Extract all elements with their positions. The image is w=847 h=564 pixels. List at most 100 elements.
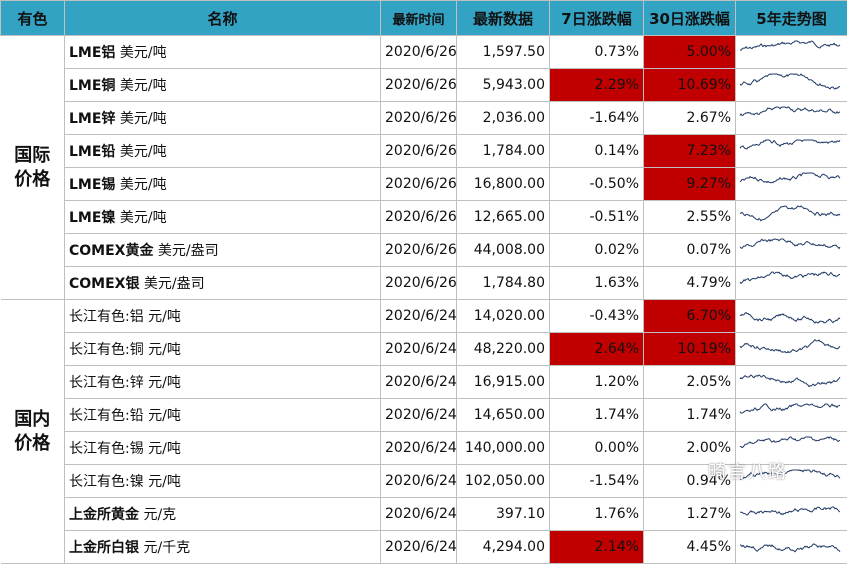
change-30d: 1.74% (644, 399, 736, 432)
change-7d: 1.74% (550, 399, 644, 432)
header-cell: 最新数据 (457, 1, 550, 36)
name-cell: LME铜 美元/吨 (65, 69, 381, 102)
sparkline (736, 267, 846, 295)
group-cell: 国际价格 (1, 36, 65, 300)
sparkline-path (740, 239, 840, 249)
name-cell: 长江有色:铅 元/吨 (65, 399, 381, 432)
unit: 美元/吨 (120, 210, 167, 226)
unit: 元/吨 (148, 441, 181, 457)
unit: 元/吨 (148, 474, 181, 490)
change-7d: 0.00% (550, 432, 644, 465)
change-7d: -0.50% (550, 168, 644, 201)
metal-name: LME铜 (69, 78, 115, 94)
change-7d: -1.64% (550, 102, 644, 135)
time-cell: 2020/6/26 (381, 234, 457, 267)
change-30d: 2.55% (644, 201, 736, 234)
sparkline (736, 201, 846, 229)
change-30d: 10.19% (644, 333, 736, 366)
value-cell: 397.10 (457, 498, 550, 531)
metal-name: 上金所黄金 (69, 507, 139, 523)
metal-name: LME镍 (69, 210, 115, 226)
group-label: 国内价格 (13, 408, 51, 456)
value-cell: 2,036.00 (457, 102, 550, 135)
header-cell: 有色 (1, 1, 65, 36)
name-cell: LME镍 美元/吨 (65, 201, 381, 234)
metal-name: 长江有色:锡 (69, 441, 144, 457)
name-cell: LME铅 美元/吨 (65, 135, 381, 168)
change-7d: -0.51% (550, 201, 644, 234)
unit: 元/吨 (148, 375, 181, 391)
sparkline-cell (736, 333, 847, 366)
name-cell: 长江有色:铜 元/吨 (65, 333, 381, 366)
time-cell: 2020/6/26 (381, 69, 457, 102)
time-cell: 2020/6/26 (381, 267, 457, 300)
sparkline-path (740, 107, 840, 115)
change-30d: 0.07% (644, 234, 736, 267)
unit: 元/吨 (148, 309, 181, 325)
metal-name: 长江有色:锌 (69, 375, 144, 391)
sparkline-path (740, 140, 840, 149)
change-7d: 2.14% (550, 531, 644, 564)
metal-name: 长江有色:铅 (69, 408, 144, 424)
sparkline (736, 366, 846, 394)
time-cell: 2020/6/24 (381, 366, 457, 399)
sparkline-path (740, 74, 840, 89)
change-7d: -1.54% (550, 465, 644, 498)
time-cell: 2020/6/26 (381, 201, 457, 234)
time-cell: 2020/6/24 (381, 300, 457, 333)
change-7d: 0.73% (550, 36, 644, 69)
unit: 美元/吨 (120, 144, 167, 160)
change-7d: 0.02% (550, 234, 644, 267)
sparkline-cell (736, 498, 847, 531)
sparkline-cell (736, 531, 847, 564)
unit: 元/千克 (143, 540, 190, 556)
sparkline-path (740, 41, 840, 50)
sparkline (736, 69, 846, 97)
change-30d: 1.27% (644, 498, 736, 531)
metal-name: COMEX银 (69, 276, 139, 292)
name-cell: LME锡 美元/吨 (65, 168, 381, 201)
time-cell: 2020/6/24 (381, 531, 457, 564)
time-cell: 2020/6/24 (381, 333, 457, 366)
time-cell: 2020/6/24 (381, 465, 457, 498)
sparkline (736, 36, 846, 64)
name-cell: LME锌 美元/吨 (65, 102, 381, 135)
sparkline (736, 168, 846, 196)
sparkline-path (740, 272, 840, 283)
value-cell: 102,050.00 (457, 465, 550, 498)
value-cell: 16,800.00 (457, 168, 550, 201)
change-7d: 1.20% (550, 366, 644, 399)
sparkline-cell (736, 102, 847, 135)
sparkline-cell (736, 234, 847, 267)
value-cell: 16,915.00 (457, 366, 550, 399)
metal-name: 长江有色:镍 (69, 474, 144, 490)
unit: 美元/盎司 (144, 276, 205, 292)
sparkline-path (740, 313, 840, 324)
sparkline-path (740, 437, 840, 448)
unit: 元/吨 (148, 342, 181, 358)
metal-name: COMEX黄金 (69, 243, 153, 259)
sparkline-cell (736, 135, 847, 168)
sparkline (736, 234, 846, 262)
time-cell: 2020/6/26 (381, 36, 457, 69)
sparkline-cell (736, 36, 847, 69)
change-30d: 2.05% (644, 366, 736, 399)
value-cell: 140,000.00 (457, 432, 550, 465)
sparkline-cell (736, 168, 847, 201)
name-cell: 上金所黄金 元/克 (65, 498, 381, 531)
name-cell: 上金所白银 元/千克 (65, 531, 381, 564)
metal-name: LME铝 (69, 45, 115, 61)
header-cell: 7日涨跌幅 (550, 1, 644, 36)
group-cell: 国内价格 (1, 300, 65, 564)
unit: 美元/吨 (120, 78, 167, 94)
sparkline (736, 102, 846, 130)
sparkline (736, 333, 846, 361)
